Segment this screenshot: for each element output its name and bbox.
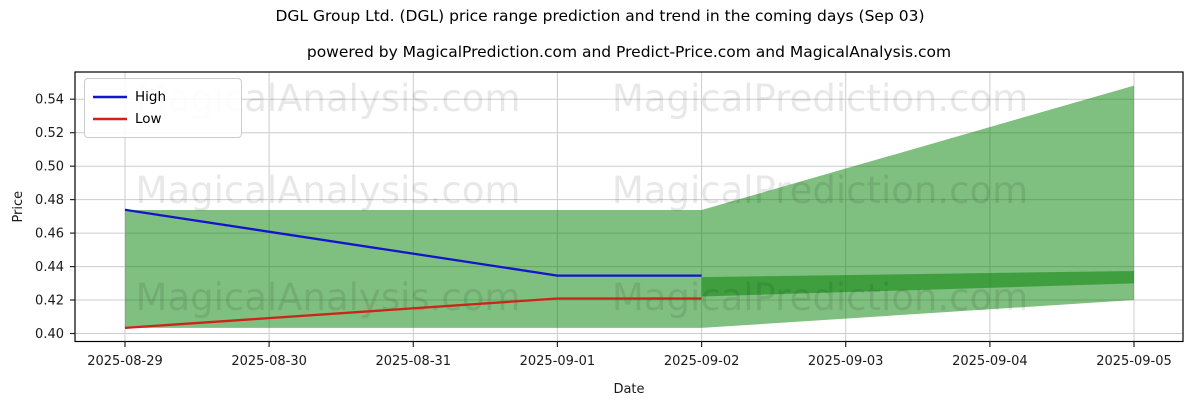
legend-label-low: Low xyxy=(135,111,162,127)
y-tick-label: 0.52 xyxy=(35,126,64,141)
watermark-text: MagicalPrediction.com xyxy=(612,169,1028,212)
high-line xyxy=(124,208,702,277)
x-tick-label: 2025-08-30 xyxy=(231,354,307,369)
legend-label-high: High xyxy=(135,89,167,105)
watermark-text: MagicalPrediction.com xyxy=(612,77,1028,120)
x-tick-labels: 2025-08-29 2025-08-30 2025-08-31 2025-09… xyxy=(87,354,1172,369)
y-tick-label: 0.54 xyxy=(35,93,64,108)
y-tick-marks xyxy=(70,98,75,335)
x-tick-label: 2025-09-01 xyxy=(520,354,596,369)
legend-low-line-sample xyxy=(93,117,127,121)
x-tick-label: 2025-09-04 xyxy=(952,354,1028,369)
chart-title: DGL Group Ltd. (DGL) price range predict… xyxy=(275,7,925,25)
x-axis-label: Date xyxy=(613,382,644,397)
x-tick-label: 2025-08-31 xyxy=(376,354,452,369)
x-tick-marks xyxy=(124,341,1135,347)
y-tick-label: 0.40 xyxy=(35,327,64,342)
range-band xyxy=(125,85,1134,328)
forecast-core-band xyxy=(701,271,1134,297)
watermark-text: MagicalAnalysis.com xyxy=(136,169,521,212)
y-axis-label: Price xyxy=(11,191,26,223)
x-tick-label: 2025-09-02 xyxy=(664,354,740,369)
plot-border xyxy=(74,71,1184,343)
y-tick-labels: 0.40 0.42 0.44 0.46 0.48 0.50 0.52 0.54 xyxy=(35,93,64,342)
x-tick-label: 2025-09-05 xyxy=(1096,354,1172,369)
y-tick-label: 0.44 xyxy=(35,260,64,275)
y-tick-label: 0.42 xyxy=(35,294,64,309)
legend: High Low xyxy=(84,78,242,138)
legend-item-high: High xyxy=(93,86,231,108)
y-tick-label: 0.48 xyxy=(35,193,64,208)
chart-subtitle: powered by MagicalPrediction.com and Pre… xyxy=(306,43,952,61)
legend-item-low: Low xyxy=(93,108,231,130)
low-line xyxy=(124,297,702,330)
x-tick-label: 2025-09-03 xyxy=(808,354,884,369)
legend-high-line-sample xyxy=(93,95,127,99)
x-tick-label: 2025-08-29 xyxy=(87,354,163,369)
y-tick-label: 0.46 xyxy=(35,227,64,242)
y-tick-label: 0.50 xyxy=(35,160,64,175)
watermark-text: MagicalAnalysis.com xyxy=(136,276,521,319)
